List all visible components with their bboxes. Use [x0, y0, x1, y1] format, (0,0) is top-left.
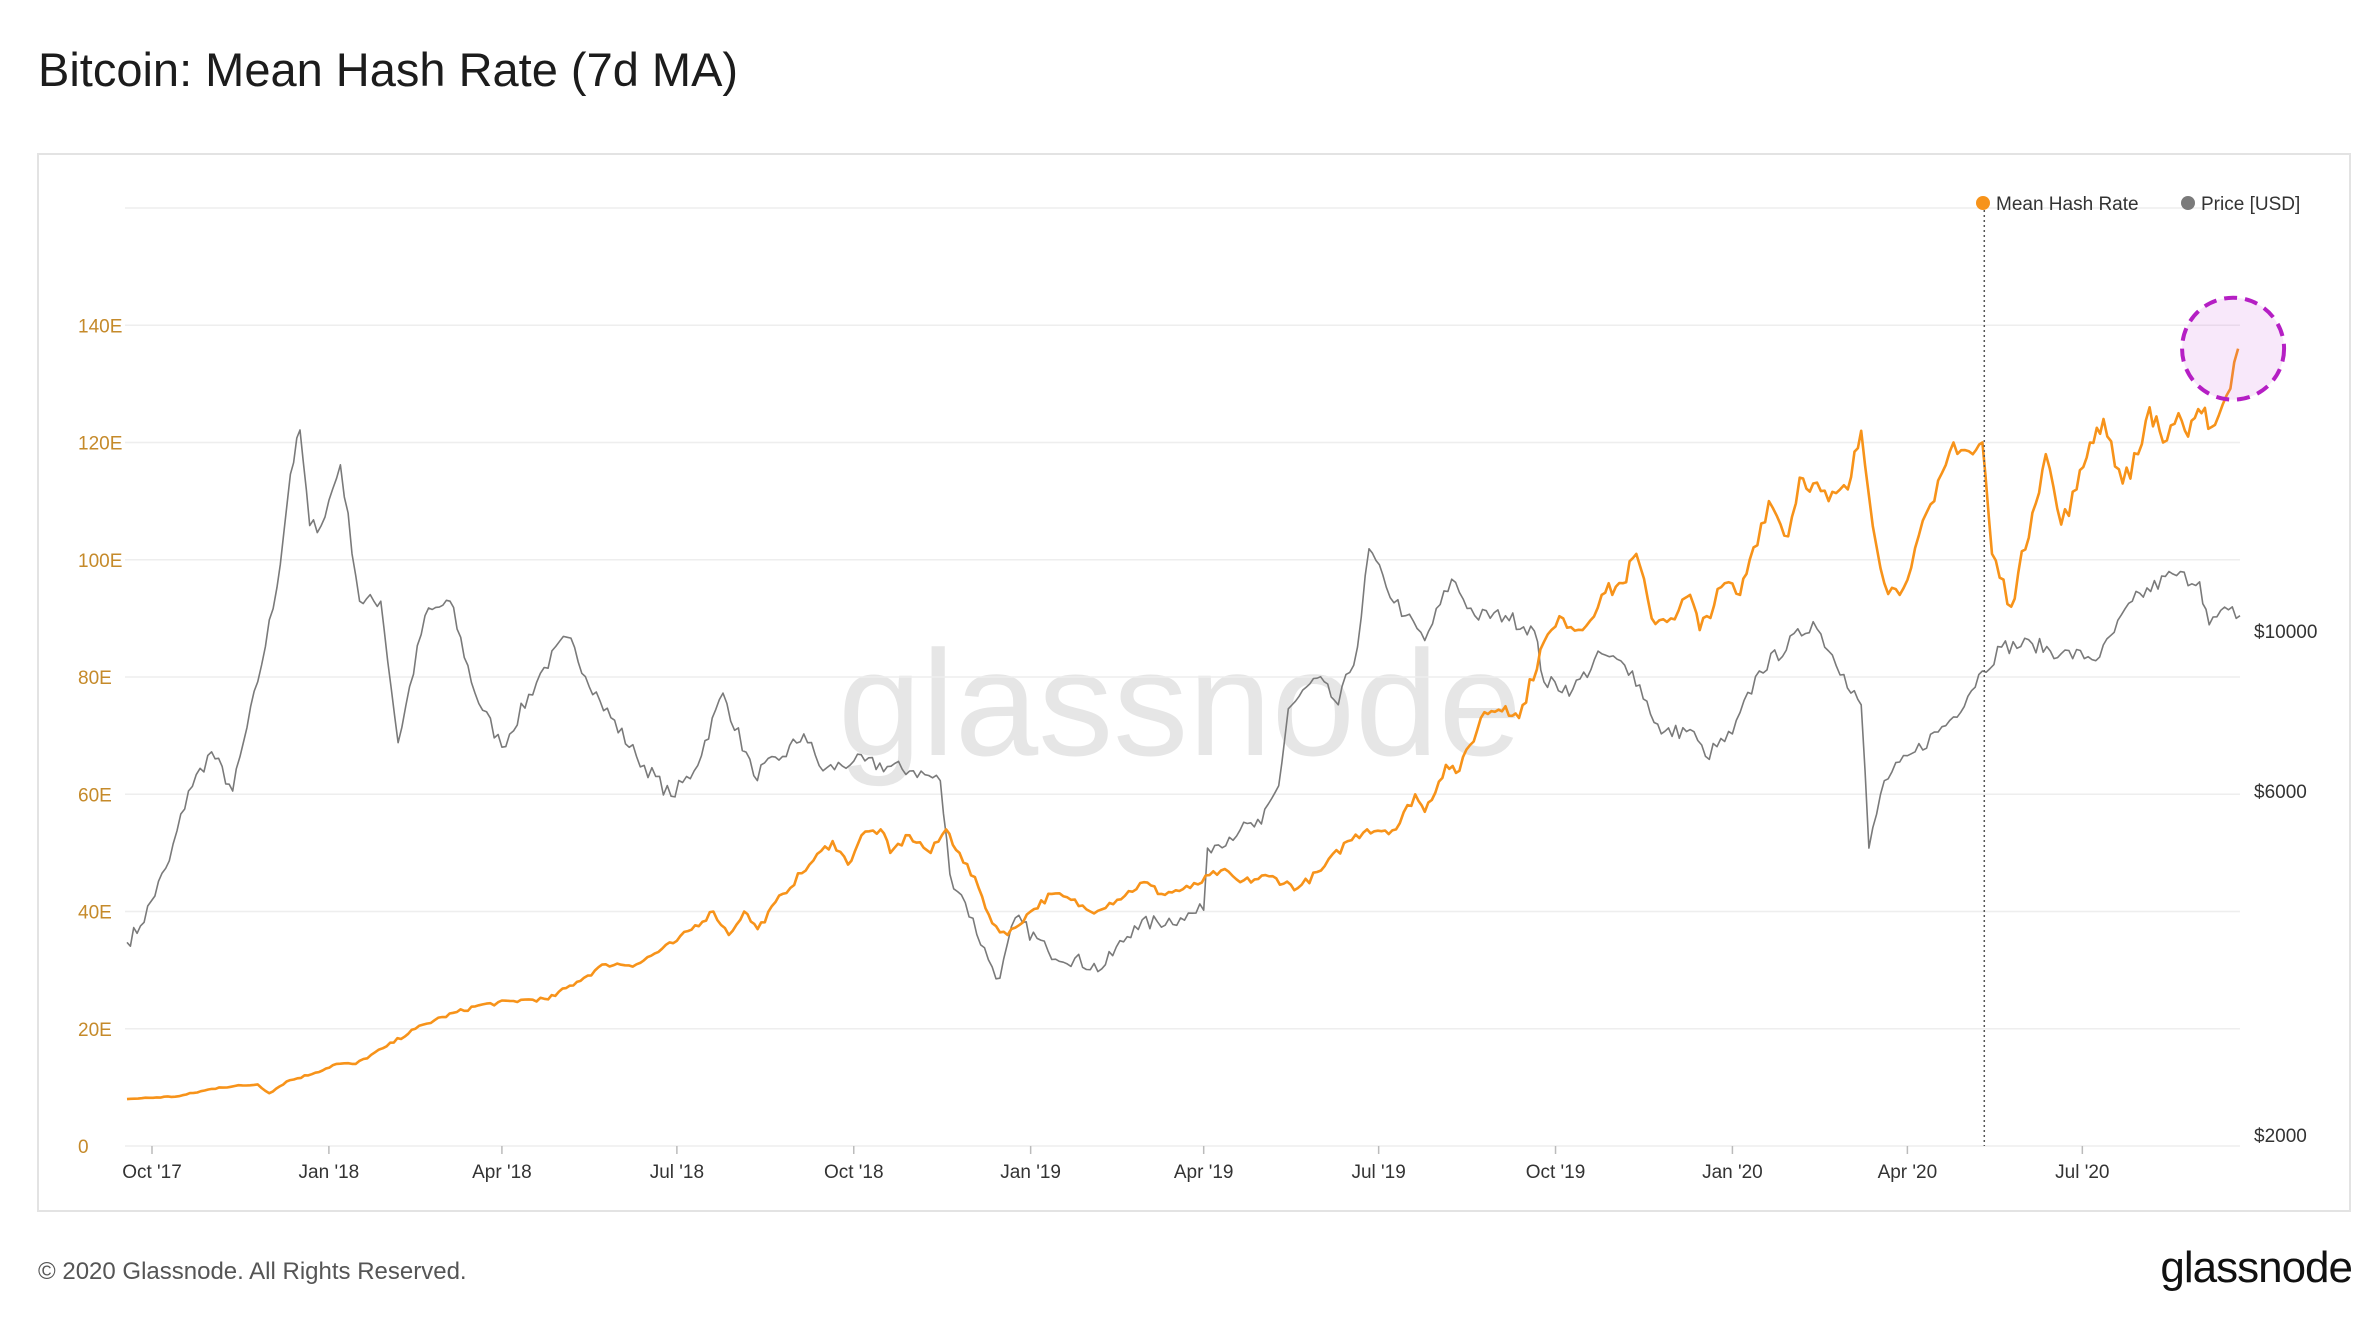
y-left-tick-label: 60E: [78, 785, 112, 806]
x-tick-label: Jul '19: [1351, 1162, 1405, 1183]
legend: Mean Hash Rate Price [USD]: [1976, 194, 2300, 215]
highlight-circle: [2180, 295, 2287, 402]
y-left-tick-label: 120E: [78, 434, 122, 455]
legend-dot-hash-rate: [1976, 196, 1990, 210]
series-layer: [126, 200, 2287, 1146]
legend-dot-price: [2181, 196, 2195, 210]
x-tick-label: Oct '18: [824, 1162, 884, 1183]
glassnode-logo: glassnode: [2160, 1243, 2353, 1292]
watermark: glassnode: [838, 619, 1522, 787]
x-tick-label: Jul '18: [650, 1162, 704, 1183]
x-tick-label: Jul '20: [2055, 1162, 2109, 1183]
y-right-tick-label: $6000: [2254, 782, 2307, 803]
y-left-tick-label: 100E: [78, 551, 122, 572]
x-tick-label: Jan '19: [1000, 1162, 1061, 1183]
copyright-text: © 2020 Glassnode. All Rights Reserved.: [38, 1258, 467, 1285]
legend-label-price: Price [USD]: [2201, 194, 2300, 215]
page-title: Bitcoin: Mean Hash Rate (7d MA): [38, 43, 739, 96]
x-tick-label: Oct '17: [122, 1162, 182, 1183]
x-tick-label: Apr '19: [1174, 1162, 1234, 1183]
y-right-tick-label: $10000: [2254, 622, 2317, 643]
grid-layer: [125, 207, 2240, 1147]
y-right-tick-label: $2000: [2254, 1126, 2307, 1147]
y-left-tick-label: 20E: [78, 1020, 112, 1041]
x-tick-label: Oct '19: [1526, 1162, 1586, 1183]
y-left-tick-label: 80E: [78, 668, 112, 689]
x-tick-label: Jan '18: [299, 1162, 360, 1183]
y-left-tick-label: 40E: [78, 903, 112, 924]
x-tick-label: Apr '18: [472, 1162, 532, 1183]
hash-rate-series-line: [126, 348, 2240, 1101]
legend-label-hash-rate: Mean Hash Rate: [1996, 194, 2139, 215]
price-series-line: [126, 429, 2241, 980]
axis-layer: 0 20E 40E 60E 80E 100E 120E 140E $2000 $6000 $1000…: [78, 316, 2317, 1183]
chart-frame: [37, 153, 2351, 1212]
y-left-tick-label: 0: [78, 1137, 89, 1158]
x-tick-label: Apr '20: [1878, 1162, 1938, 1183]
y-left-tick-label: 140E: [78, 316, 122, 337]
x-tick-label: Jan '20: [1702, 1162, 1763, 1183]
